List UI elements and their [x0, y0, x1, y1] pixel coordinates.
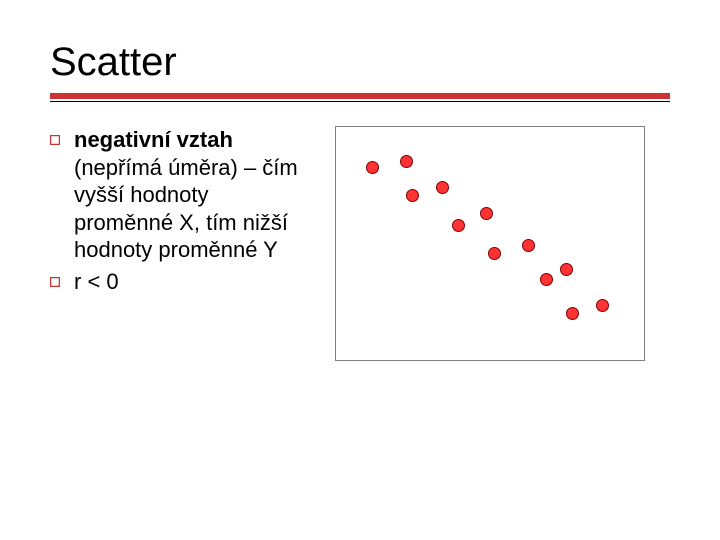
scatter-point: [406, 189, 419, 202]
page-title: Scatter: [50, 40, 670, 85]
scatter-point: [400, 155, 413, 168]
square-bullet-icon: [50, 135, 60, 145]
title-rule-thick: [50, 93, 670, 99]
list-item: negativní vztah (nepřímá úměra) – čím vy…: [50, 126, 305, 264]
scatter-point: [566, 307, 579, 320]
bullet-bold: negativní vztah: [74, 127, 233, 152]
scatter-point: [488, 247, 501, 260]
square-bullet-icon: [50, 277, 60, 287]
title-rule-thin: [50, 101, 670, 102]
bullet-rest: (nepřímá úměra) – čím vyšší hodnoty prom…: [74, 155, 298, 263]
scatter-point: [452, 219, 465, 232]
scatter-point: [436, 181, 449, 194]
bullet-list: negativní vztah (nepřímá úměra) – čím vy…: [50, 126, 305, 299]
list-item: r < 0: [50, 268, 305, 296]
scatter-point: [480, 207, 493, 220]
content-row: negativní vztah (nepřímá úměra) – čím vy…: [50, 126, 670, 361]
scatter-point: [522, 239, 535, 252]
scatter-point: [366, 161, 379, 174]
bullet-text: r < 0: [74, 268, 119, 296]
bullet-rest: r < 0: [74, 269, 119, 294]
bullet-text: negativní vztah (nepřímá úměra) – čím vy…: [74, 126, 305, 264]
scatter-point: [560, 263, 573, 276]
slide: Scatter negativní vztah (nepřímá úměra) …: [0, 0, 720, 540]
scatter-point: [596, 299, 609, 312]
scatter-chart: [335, 126, 645, 361]
scatter-point: [540, 273, 553, 286]
